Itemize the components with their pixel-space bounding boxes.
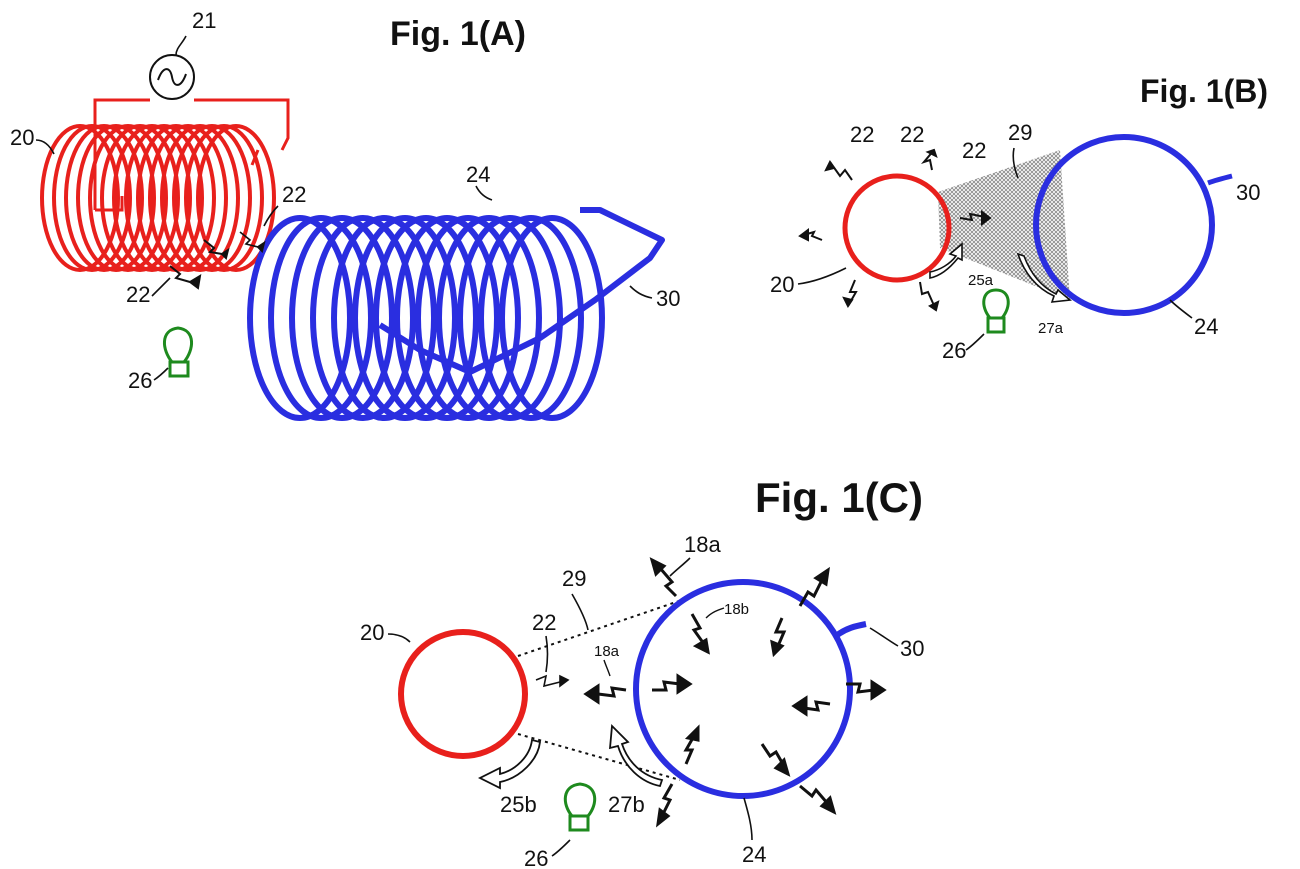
primary-coil <box>40 124 276 272</box>
coil-turn <box>112 124 192 272</box>
secondary-lead <box>1207 173 1233 186</box>
figure-b-title: Fig. 1(B) <box>1140 73 1268 109</box>
label-lamp: 26 <box>524 846 548 869</box>
coil-turn <box>247 215 353 421</box>
figure-c: Fig. 1(C) 18a 18b <box>360 474 924 869</box>
energy-flow-arrow <box>477 724 664 790</box>
label-source: 21 <box>192 8 216 33</box>
primary-coil <box>842 173 952 283</box>
coil-turn <box>100 124 180 272</box>
label-field-1: 22 <box>282 182 306 207</box>
figure-b: Fig. 1(B) 22 22 22 29 30 20 25a <box>770 73 1268 363</box>
coil-turn <box>52 124 132 272</box>
coil-turn <box>394 215 500 421</box>
field-arrow <box>535 674 570 688</box>
label-flow-secondary: 27a <box>1038 320 1064 337</box>
primary-coil <box>398 629 528 759</box>
coil-turn <box>196 124 276 272</box>
label-field-1: 22 <box>850 122 874 147</box>
figure-a-title: Fig. 1(A) <box>390 15 526 53</box>
label-field-inner: 18b <box>724 601 749 618</box>
overlap-boundary <box>517 599 683 781</box>
coil-turn <box>415 215 521 421</box>
coil-turn <box>436 215 542 421</box>
secondary-coil <box>1033 134 1215 316</box>
label-flow-primary: 25b <box>500 792 537 817</box>
label-field-2: 22 <box>900 122 924 147</box>
label-lamp: 26 <box>128 368 152 393</box>
coil-turn <box>184 124 264 272</box>
coil-turn <box>124 124 204 272</box>
figure-c-title: Fig. 1(C) <box>755 474 923 521</box>
coil-turn <box>331 215 437 421</box>
label-secondary: 24 <box>1194 314 1218 339</box>
label-flow-primary: 25a <box>968 272 994 289</box>
overlap-region <box>938 150 1070 300</box>
ac-source-icon <box>149 54 195 100</box>
secondary-lead <box>834 621 867 639</box>
label-secondary: 24 <box>742 842 766 867</box>
secondary-lead <box>378 207 665 375</box>
label-lead: 30 <box>1236 180 1260 205</box>
coil-turn <box>172 124 252 272</box>
label-lead: 30 <box>656 286 680 311</box>
coil-turn <box>64 124 144 272</box>
label-lamp: 26 <box>942 338 966 363</box>
field-arrow <box>169 231 266 290</box>
label-field-outer: 18a <box>684 532 721 557</box>
figure-a: Fig. 1(A) 21 20 24 30 <box>10 8 680 421</box>
coil-turn <box>457 215 563 421</box>
lamp-icon <box>982 288 1010 334</box>
label-field-2: 22 <box>126 282 150 307</box>
coil-turn <box>373 215 479 421</box>
label-overlap: 29 <box>1008 120 1032 145</box>
label-field-3: 22 <box>962 138 986 163</box>
label-primary: 20 <box>360 620 384 645</box>
secondary-coil <box>633 579 853 799</box>
coil-turn <box>289 215 395 421</box>
field-arrow <box>583 557 887 828</box>
label-flow-secondary: 27b <box>608 792 645 817</box>
coil-turn <box>310 215 416 421</box>
coil-turn <box>148 124 228 272</box>
coil-turn <box>40 124 120 272</box>
label-field-mid: 18a <box>594 643 620 660</box>
coil-turn <box>268 215 374 421</box>
lamp-icon <box>563 782 597 832</box>
energy-flow-arrow <box>929 242 1072 303</box>
label-primary: 20 <box>10 125 34 150</box>
label-lead: 30 <box>900 636 924 661</box>
coil-turn <box>478 215 584 421</box>
field-arrow <box>798 148 992 312</box>
secondary-coil <box>247 215 605 421</box>
coil-turn <box>88 124 168 272</box>
label-overlap: 29 <box>562 566 586 591</box>
lamp-icon <box>163 326 193 378</box>
coil-turn <box>76 124 156 272</box>
label-field-primary: 22 <box>532 610 556 635</box>
coil-turn <box>352 215 458 421</box>
coil-turn <box>160 124 240 272</box>
label-primary: 20 <box>770 272 794 297</box>
coil-turn <box>499 215 605 421</box>
label-secondary: 24 <box>466 162 490 187</box>
